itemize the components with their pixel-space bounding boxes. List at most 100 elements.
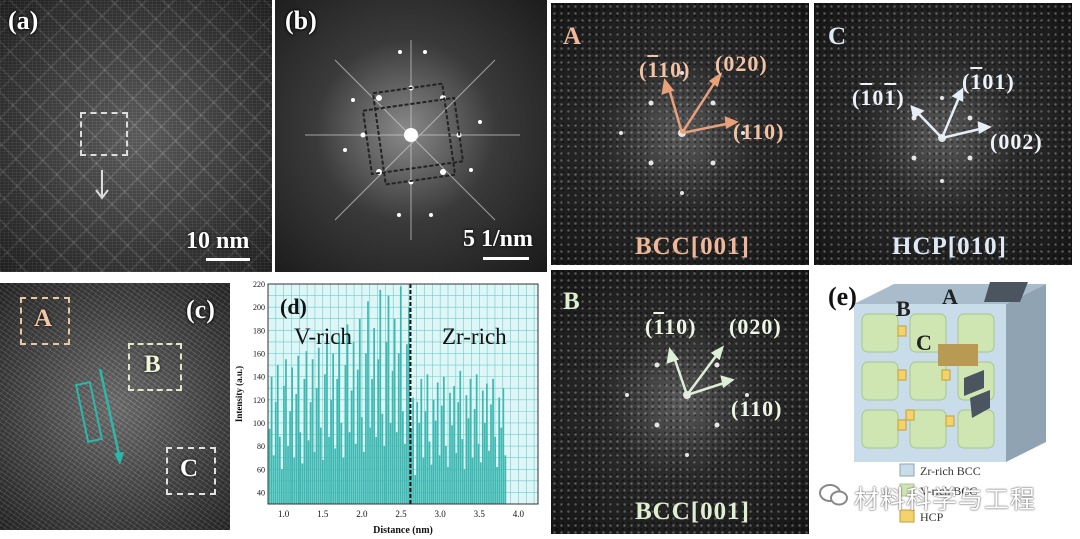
intensity-bar	[305, 351, 308, 504]
intensity-bar	[428, 441, 431, 504]
fft-C-index-002: (002)	[990, 129, 1043, 154]
intensity-bar	[442, 376, 445, 504]
intensity-bar	[297, 355, 300, 504]
fft-B-title: BCC[001]	[635, 498, 750, 525]
intensity-bar	[467, 418, 470, 504]
intensity-bar	[492, 378, 494, 504]
intensity-bar	[481, 390, 484, 504]
y-tick-label: 160	[253, 349, 265, 358]
intensity-bar	[363, 451, 365, 504]
intensity-bar	[358, 318, 361, 504]
intensity-bar	[395, 432, 398, 504]
y-tick-label: 100	[253, 419, 265, 428]
grain-shadows	[964, 282, 1028, 418]
intensity-bar	[483, 422, 486, 504]
intensity-bar	[330, 399, 332, 504]
intensity-bar	[449, 392, 451, 504]
intensity-bar	[332, 353, 335, 504]
v-rich-grains	[861, 313, 995, 449]
fft-B-index-1-10-rest: 10	[664, 314, 689, 339]
intensity-bar	[322, 460, 324, 504]
intensity-bar	[463, 469, 466, 504]
intensity-bar	[289, 411, 291, 504]
y-tick-label: 120	[253, 396, 265, 405]
intensity-bar	[342, 457, 345, 504]
fft-panel-B: B (110) (020) (110) BCC[001]	[551, 270, 809, 534]
intensity-bar	[268, 428, 271, 504]
region-C-letter: C	[180, 455, 200, 482]
x-tick-label: 3.0	[435, 509, 447, 519]
fft-B-index-110: (110)	[731, 396, 783, 421]
intensity-bar	[369, 427, 371, 504]
fft-C-index-mid: 0	[872, 85, 885, 110]
fft-noise	[551, 270, 809, 534]
intensity-bar	[270, 376, 273, 504]
fft-C-index-10-1: (101)	[852, 85, 905, 110]
y-tick-label: 140	[253, 373, 265, 382]
x-tick-label: 3.5	[474, 509, 486, 519]
intensity-bar	[278, 436, 281, 504]
fft-C-index-101: (101)	[962, 69, 1015, 94]
panel-d-chart: 40 60 80 100 120 140 160 180 200 220 1.0 1.5 2.0 2.5…	[232, 276, 546, 538]
intensity-bar	[498, 397, 501, 504]
fft-A-spots	[619, 71, 745, 195]
intensity-bar	[422, 457, 425, 504]
legend-swatch-hcp	[899, 509, 915, 523]
noise-texture	[0, 0, 272, 272]
intensity-bar	[408, 307, 410, 504]
y-tick-label: 180	[253, 326, 265, 335]
intensity-bar	[447, 466, 449, 504]
intensity-bar	[385, 341, 388, 504]
intensity-bar	[328, 436, 330, 504]
intensity-bar	[494, 436, 496, 504]
line-scan-arrow	[74, 368, 124, 465]
intensity-bar	[272, 455, 275, 504]
intensity-bar	[383, 446, 386, 504]
intensity-bar	[404, 443, 406, 504]
intensity-bar	[416, 402, 419, 504]
intensity-bar	[373, 328, 376, 504]
y-ticks: 40 60 80 100 120 140 160 180 200 220	[253, 280, 265, 497]
watermark-text: 材料科学与工程	[854, 485, 1037, 514]
fft-A-title: BCC[001]	[635, 233, 750, 260]
intensity-bar	[457, 402, 460, 504]
x-tick-label: 2.5	[395, 509, 407, 519]
fft-C-letter: C	[828, 23, 848, 50]
intensity-bar	[486, 383, 488, 504]
intensity-bar	[365, 353, 367, 504]
intensity-bar	[350, 390, 353, 504]
intensity-bar	[399, 286, 402, 504]
schematic-letter-A: A	[942, 284, 958, 309]
y-tick-label: 200	[253, 303, 265, 312]
intensity-bar	[354, 443, 357, 504]
panel-a-scalebar	[206, 258, 250, 261]
intensity-bar	[430, 464, 433, 504]
region-A-box	[20, 297, 70, 345]
intensity-bar	[295, 394, 298, 504]
schematic-3d: A B C Zr-rich BCC V-rich BCC HCP	[854, 282, 1046, 524]
panel-b-scalebar	[483, 257, 529, 260]
x-tick-label: 1.5	[317, 509, 329, 519]
intensity-bar	[479, 462, 482, 504]
fft-C-title: HCP[010]	[892, 233, 1007, 260]
intensity-bar	[338, 336, 341, 504]
intensity-bar	[360, 417, 363, 504]
intensity-bar	[451, 425, 453, 504]
fft-B-letter: B	[563, 288, 581, 315]
intensity-bar	[459, 370, 462, 504]
intensity-bar	[440, 405, 443, 504]
intensity-bar	[291, 367, 293, 504]
region-C-box	[166, 447, 216, 495]
intensity-bar	[469, 378, 472, 504]
noise-texture	[0, 283, 230, 530]
intensity-bar	[473, 409, 476, 504]
intensity-bar	[367, 301, 369, 504]
intensity-bar	[324, 374, 326, 504]
intensity-bar	[496, 466, 499, 504]
legend-swatch-v	[899, 483, 915, 497]
intensity-bar	[379, 289, 382, 504]
region-A-letter: A	[34, 305, 54, 332]
fft-A-index-1-10-bar: 1	[647, 57, 659, 82]
intensity-bar	[313, 451, 316, 504]
fft-C-index-bar-2: 1	[884, 85, 897, 110]
